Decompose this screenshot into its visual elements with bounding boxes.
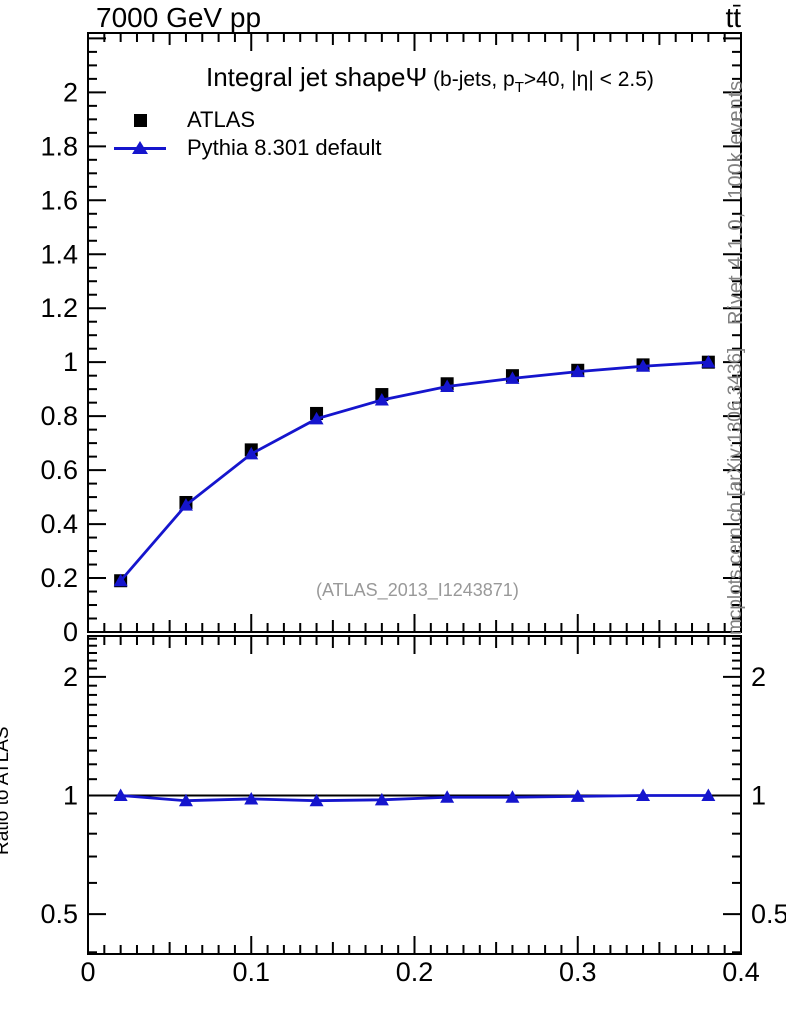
svg-text:0.6: 0.6 — [40, 455, 78, 485]
svg-text:1: 1 — [63, 780, 78, 810]
mcplots-arxiv-note: mcplots.cern.ch [arXiv:1306.3436] — [725, 347, 746, 635]
svg-text:1: 1 — [63, 347, 78, 377]
title-text: Integral jet shape — [206, 62, 406, 92]
svg-text:0: 0 — [80, 957, 95, 987]
main-y-labels: 0 0.2 0.4 0.6 0.8 1 1.2 1.4 1.6 1.8 2 — [40, 77, 78, 647]
square-marker-icon — [133, 113, 147, 127]
svg-text:0.3: 0.3 — [559, 957, 597, 987]
legend-marker-cell — [112, 106, 168, 134]
triangle-marker-icon — [132, 140, 148, 154]
legend: ATLAS Pythia 8.301 default — [112, 106, 381, 162]
legend-label-pythia: Pythia 8.301 default — [187, 135, 382, 160]
pythia-curve — [119, 360, 709, 582]
rivet-version-note: Rivet 4.1.0, 100k events — [725, 79, 747, 325]
title-cuts-post: >40, |η| < 2.5) — [523, 68, 654, 91]
svg-text:0.2: 0.2 — [40, 563, 78, 593]
x-axis-labels: 0 0.1 0.2 0.3 0.4 — [80, 957, 759, 987]
pythia-data-points — [113, 355, 716, 587]
ratio-axis-title: Ratio to ATLAS — [0, 726, 13, 856]
svg-text:0.5: 0.5 — [40, 899, 78, 929]
svg-text:1.2: 1.2 — [40, 293, 78, 323]
atlas-data-points — [114, 355, 715, 588]
svg-text:2: 2 — [751, 662, 766, 692]
title-psi-symbol: Ψ — [405, 62, 428, 92]
x-axis-ticks — [87, 33, 742, 954]
svg-text:0.5: 0.5 — [751, 899, 786, 929]
svg-text:1.6: 1.6 — [40, 185, 78, 215]
process-label: tt̄ — [725, 2, 741, 33]
ratio-curve — [120, 794, 709, 803]
analysis-id-watermark: (ATLAS_2013_I1243871) — [316, 580, 519, 600]
svg-text:1: 1 — [751, 780, 766, 810]
title-cuts-subscript: T — [514, 79, 524, 96]
ratio-y-labels: 2 2 1 1 0.5 0.5 — [40, 662, 786, 929]
legend-marker-cell — [112, 134, 168, 162]
svg-text:1.4: 1.4 — [40, 239, 78, 269]
ratio-data-points — [113, 788, 716, 807]
svg-text:0.1: 0.1 — [232, 957, 270, 987]
plot-title: Integral jet shapeΨ (b-jets, pT>40, |η| … — [206, 62, 654, 96]
title-cuts: (b-jets, pT>40, |η| < 2.5) — [427, 68, 654, 96]
legend-item-atlas: ATLAS — [112, 106, 381, 134]
title-cuts-pre: (b-jets, p — [427, 68, 515, 91]
beam-energy-label: 7000 GeV pp — [96, 2, 262, 33]
svg-text:0.4: 0.4 — [722, 957, 760, 987]
svg-text:0: 0 — [63, 617, 78, 647]
main-y-ticks — [88, 37, 741, 633]
legend-item-pythia: Pythia 8.301 default — [112, 134, 381, 162]
svg-text:2: 2 — [63, 662, 78, 692]
svg-text:1.8: 1.8 — [40, 131, 78, 161]
svg-text:2: 2 — [63, 77, 78, 107]
svg-text:0.4: 0.4 — [40, 509, 78, 539]
legend-label-atlas: ATLAS — [187, 107, 256, 132]
svg-text:0.8: 0.8 — [40, 401, 78, 431]
svg-text:0.2: 0.2 — [396, 957, 434, 987]
